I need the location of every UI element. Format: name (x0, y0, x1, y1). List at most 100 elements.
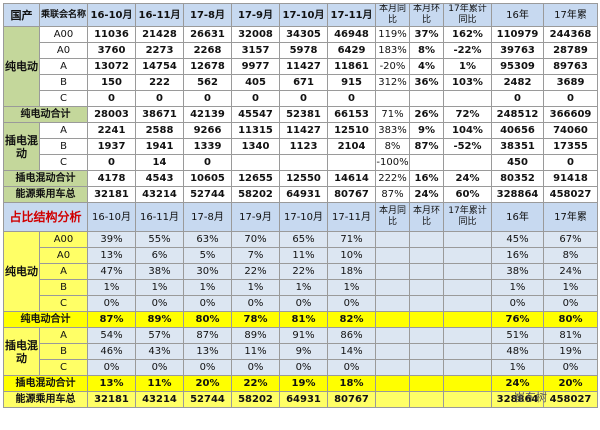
empty-cell (443, 279, 492, 296)
value-cell: 12655 (231, 170, 280, 187)
share-cell: 54% (87, 327, 136, 344)
yoy-cell: 383% (375, 122, 410, 139)
empty-cell (443, 327, 492, 344)
ytd-cell: 24% (443, 170, 492, 187)
share-y16-cell: 1% (491, 359, 544, 376)
share-cell: 22% (279, 263, 328, 280)
value-cell (231, 154, 280, 171)
mom-header: 本月环比 (409, 3, 444, 27)
share-cell: 89% (231, 327, 280, 344)
table-row: 纯电动 A00 39% 55% 63% 70% 65% 71% 45% 67% (3, 231, 598, 312)
value-cell: 10605 (183, 170, 232, 187)
share-y17-cell: 80% (543, 311, 598, 328)
empty-cell (409, 375, 444, 392)
empty-cell (443, 231, 492, 248)
value-cell: 9266 (183, 122, 232, 139)
class-cell: A00 (39, 231, 88, 248)
value-cell: 0 (279, 90, 328, 107)
value-cell: 222 (135, 74, 184, 91)
share-cell: 18% (327, 263, 376, 280)
value-cell: 150 (87, 74, 136, 91)
share-cell: 0% (327, 295, 376, 312)
value-cell: 1123 (279, 138, 328, 155)
value-cell: 6429 (327, 42, 376, 59)
table-row: C 0% 0% 0% 0% 0% 0% 1% 0% (4, 359, 598, 376)
empty-cell (443, 359, 492, 376)
share-cell: 0% (87, 359, 136, 376)
share-y16-cell: 1% (491, 279, 544, 296)
yoy-cell: 87% (375, 186, 410, 203)
value-cell: 0 (135, 90, 184, 107)
y17-cell: 3689 (543, 74, 598, 91)
share-cell: 0% (279, 359, 328, 376)
share-cell: 0% (183, 295, 232, 312)
value-cell: 32181 (87, 186, 136, 203)
share-header-row: 占比结构分析 16-10月 16-11月 17-8月 17-9月 17-10月 … (3, 202, 598, 232)
y17-cell: 89763 (543, 58, 598, 75)
y17-cell: 91418 (543, 170, 598, 187)
table-row: 纯电动 A00 11036 21428 26631 32008 34305 46… (3, 26, 598, 107)
ytd-cell: 104% (443, 122, 492, 139)
nev-total-row: 能源乘用车总 32181 43214 52744 58202 64931 807… (3, 186, 598, 203)
value-cell: 11315 (231, 122, 280, 139)
share-cell: 22% (231, 375, 280, 392)
value-cell: 11036 (87, 26, 136, 43)
y16-cell: 0 (491, 90, 544, 107)
month-header: 17-11月 (327, 3, 376, 27)
y16-cell: 2482 (491, 74, 544, 91)
empty-cell (409, 247, 444, 264)
share-cell: 81% (279, 311, 328, 328)
value-cell: 52744 (183, 391, 232, 408)
ytd-cell (443, 154, 492, 171)
share-cell: 0% (231, 359, 280, 376)
share-cell: 46% (87, 343, 136, 360)
value-cell: 5978 (279, 42, 328, 59)
assoc-name-header: 乘联会名称 (39, 3, 88, 27)
empty-cell (443, 263, 492, 280)
yoy-cell: 222% (375, 170, 410, 187)
empty-cell (409, 343, 444, 360)
table-row: C 0 14 0 -100% 450 0 (4, 154, 598, 171)
value-cell: 1937 (87, 138, 136, 155)
year-2017-header: 17年累 (543, 202, 598, 232)
share-cell: 38% (135, 263, 184, 280)
value-cell: 3760 (87, 42, 136, 59)
empty-cell (409, 391, 444, 408)
value-cell: 12550 (279, 170, 328, 187)
empty-cell (375, 279, 410, 296)
share-cell: 0% (135, 295, 184, 312)
yoy-cell: 183% (375, 42, 410, 59)
month-header: 17-8月 (183, 3, 232, 27)
empty-cell (443, 311, 492, 328)
empty-cell (375, 343, 410, 360)
y16-cell: 110979 (491, 26, 544, 43)
share-y17-cell: 67% (543, 231, 598, 248)
mom-cell (409, 154, 444, 171)
share-cell: 70% (231, 231, 280, 248)
empty-cell (375, 391, 410, 408)
share-phev-total-row: 插电混动合计 13% 11% 20% 22% 19% 18% 24% 20% (3, 375, 598, 392)
share-cell: 13% (87, 375, 136, 392)
year-2017-header: 17年累 (543, 3, 598, 27)
share-cell: 71% (327, 231, 376, 248)
value-cell: 915 (327, 74, 376, 91)
value-cell: 4178 (87, 170, 136, 187)
share-y17-cell: 81% (543, 327, 598, 344)
class-cell: C (39, 90, 88, 107)
value-cell: 45547 (231, 106, 280, 123)
share-cell: 0% (327, 359, 376, 376)
value-cell: 0 (87, 90, 136, 107)
share-cell: 19% (279, 375, 328, 392)
ytd-yoy-header: 17年累计同比 (443, 3, 492, 27)
yoy-cell (375, 90, 410, 107)
value-cell: 43214 (135, 186, 184, 203)
yoy-cell: 71% (375, 106, 410, 123)
y17-cell: 0 (543, 154, 598, 171)
share-cell: 91% (279, 327, 328, 344)
value-cell: 12678 (183, 58, 232, 75)
share-nev-total-row: 能源乘用车总 32181 43214 52744 58202 64931 807… (3, 391, 598, 408)
share-y17-cell: 0% (543, 295, 598, 312)
share-y17-cell: 24% (543, 263, 598, 280)
empty-cell (409, 327, 444, 344)
share-cell: 82% (327, 311, 376, 328)
